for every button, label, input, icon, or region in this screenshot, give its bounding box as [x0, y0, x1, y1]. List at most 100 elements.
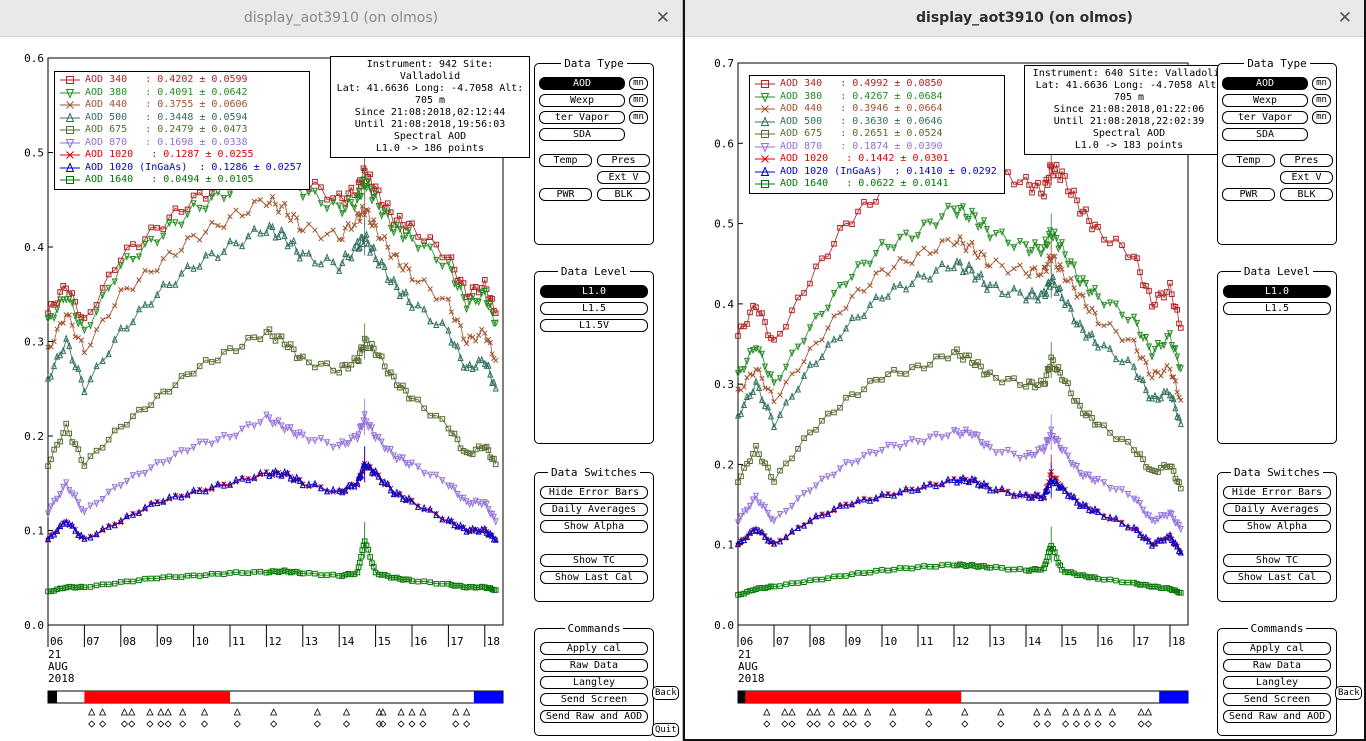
pwr-button[interactable]: PWR: [539, 188, 592, 201]
aod-mn-button[interactable]: mn: [1312, 77, 1331, 90]
data-point: [160, 459, 167, 467]
data-point: [999, 262, 1005, 269]
water-vapor-button[interactable]: ter Vapor: [539, 111, 625, 124]
data-point: [466, 450, 473, 457]
data-point: [1010, 284, 1018, 292]
ext-v-button[interactable]: Ext V: [1280, 171, 1333, 184]
data-point: [400, 577, 406, 583]
daily-averages-button[interactable]: Daily Averages: [540, 503, 648, 516]
data-point: [1155, 292, 1161, 298]
right-window-titlebar[interactable]: display_aot3910 (on olmos) ✕: [685, 0, 1364, 37]
data-point: [998, 449, 1006, 457]
wexp-button[interactable]: Wexp: [539, 94, 625, 107]
data-point: [284, 424, 291, 432]
data-point: [233, 432, 240, 441]
data-point: [123, 324, 130, 332]
sda-button[interactable]: SDA: [539, 128, 625, 141]
data-point: [1023, 567, 1029, 574]
wexp-mn-button[interactable]: mn: [1312, 94, 1331, 107]
data-point: [1041, 565, 1047, 571]
close-icon[interactable]: ✕: [1337, 8, 1352, 28]
aod-button[interactable]: AOD: [539, 77, 625, 90]
data-point: [448, 254, 455, 261]
data-point: [342, 225, 348, 231]
data-point: [251, 422, 258, 430]
data-point: [914, 438, 922, 446]
data-point: [339, 573, 346, 579]
level-l1-5-button[interactable]: L1.5: [1223, 302, 1331, 315]
water-vapor-mn-button[interactable]: mn: [1312, 111, 1331, 124]
water-vapor-button[interactable]: ter Vapor: [1222, 111, 1308, 124]
send-screen-button[interactable]: Send Screen: [540, 693, 648, 706]
left-window-titlebar[interactable]: display_aot3910 (on olmos) ✕: [0, 0, 682, 37]
send-raw-and-aod-button[interactable]: Send Raw and AOD: [540, 710, 648, 723]
data-point: [969, 239, 975, 245]
data-point: [1022, 453, 1030, 461]
wexp-mn-button[interactable]: mn: [629, 94, 648, 107]
apply-cal-button[interactable]: Apply cal: [1223, 642, 1331, 655]
ext-v-button[interactable]: Ext V: [597, 171, 650, 184]
x-tick-label: 15: [378, 635, 391, 648]
hide-error-bars-button[interactable]: Hide Error Bars: [1223, 486, 1331, 499]
back-button[interactable]: Back: [652, 686, 679, 700]
aod-mn-button[interactable]: mn: [629, 77, 648, 90]
data-point: [81, 584, 88, 591]
level-l1-0-button[interactable]: L1.0: [1223, 285, 1331, 298]
data-point: [245, 421, 252, 429]
wexp-button[interactable]: Wexp: [1222, 94, 1308, 107]
blk-button[interactable]: BLK: [1280, 188, 1333, 201]
show-tc-button[interactable]: Show TC: [540, 554, 648, 567]
hide-error-bars-button[interactable]: Hide Error Bars: [540, 486, 648, 499]
data-point: [921, 365, 927, 372]
apply-cal-button[interactable]: Apply cal: [540, 642, 648, 655]
data-point: [117, 516, 124, 525]
raw-data-button[interactable]: Raw Data: [540, 659, 648, 672]
temp-button[interactable]: Temp: [1222, 154, 1275, 167]
data-point: [758, 395, 766, 404]
send-screen-button[interactable]: Send Screen: [1223, 693, 1331, 706]
pres-button[interactable]: Pres: [597, 154, 650, 167]
data-point: [47, 372, 55, 380]
legend-marker-icon: [60, 138, 80, 149]
water-vapor-mn-button[interactable]: mn: [629, 111, 648, 124]
pres-button[interactable]: Pres: [1280, 154, 1333, 167]
back-button[interactable]: Back: [1335, 686, 1362, 700]
show-last-cal-button[interactable]: Show Last Cal: [540, 571, 648, 584]
data-point: [824, 473, 832, 481]
level-l1-0-button[interactable]: L1.0: [540, 285, 648, 298]
pwr-button[interactable]: PWR: [1222, 188, 1275, 201]
langley-button[interactable]: Langley: [1223, 676, 1331, 689]
data-point: [873, 270, 879, 276]
show-alpha-button[interactable]: Show Alpha: [1223, 520, 1331, 533]
data-point: [933, 249, 939, 255]
data-point: [415, 502, 422, 510]
y-tick-label: 0.6: [714, 137, 734, 150]
blk-button[interactable]: BLK: [597, 188, 650, 201]
langley-button[interactable]: Langley: [540, 676, 648, 689]
data-point: [382, 233, 388, 240]
raw-data-button[interactable]: Raw Data: [1223, 659, 1331, 672]
data-point: [433, 510, 440, 519]
data-point: [378, 212, 385, 220]
send-raw-and-aod-button[interactable]: Send Raw and AOD: [1223, 710, 1331, 723]
quit-button[interactable]: Quit: [652, 723, 679, 737]
data-point: [44, 315, 52, 324]
level-l1-5v-button[interactable]: L1.5V: [540, 319, 648, 332]
close-icon[interactable]: ✕: [655, 8, 670, 28]
data-point: [1118, 486, 1126, 494]
temp-button[interactable]: Temp: [539, 154, 592, 167]
data-point: [1094, 507, 1102, 516]
data-point: [166, 388, 173, 395]
sda-button[interactable]: SDA: [1222, 128, 1308, 141]
data-point: [1175, 364, 1183, 372]
show-alpha-button[interactable]: Show Alpha: [540, 520, 648, 533]
data-point: [1130, 362, 1138, 370]
show-last-cal-button[interactable]: Show Last Cal: [1223, 571, 1331, 584]
show-tc-button[interactable]: Show TC: [1223, 554, 1331, 567]
diamond-marker-icon: [88, 720, 96, 728]
triangle-up-marker-icon: [1033, 708, 1041, 716]
daily-averages-button[interactable]: Daily Averages: [1223, 503, 1331, 516]
data-point: [1080, 292, 1086, 298]
aod-button[interactable]: AOD: [1222, 77, 1308, 90]
level-l1-5-button[interactable]: L1.5: [540, 302, 648, 315]
